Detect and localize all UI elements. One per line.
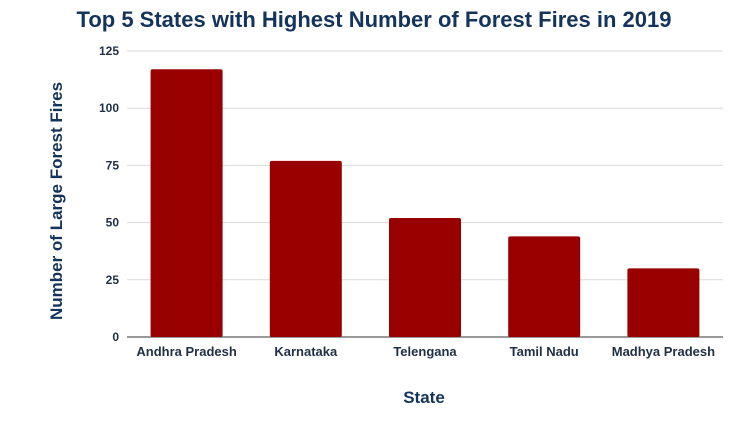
y-tick-label: 125 [99,44,119,58]
y-tick-label: 100 [99,101,119,115]
bar [508,236,581,337]
y-tick-label: 75 [106,158,120,172]
x-axis-title: State [403,388,445,407]
x-tick-label: Tamil Nadu [510,344,579,359]
bar [269,160,342,337]
y-tick-label: 50 [106,216,120,230]
y-tick-label: 25 [106,273,120,287]
x-tick-label: Andhra Pradesh [136,344,236,359]
y-tick-label: 0 [112,330,119,344]
y-axis-title: Number of Large Forest Fires [47,82,66,320]
chart-title: Top 5 States with Highest Number of Fore… [77,7,672,32]
y-tick-labels: 0 25 50 75 100 125 [99,44,119,344]
bar [627,268,700,337]
x-tick-label: Telengana [393,344,457,359]
x-tick-label: Madhya Pradesh [612,344,715,359]
bar [389,218,461,337]
bars [150,69,700,337]
x-tick-label: Karnataka [274,344,338,359]
x-tick-labels: Andhra Pradesh Karnataka Telengana Tamil Na… [136,344,715,359]
bar [150,69,223,337]
